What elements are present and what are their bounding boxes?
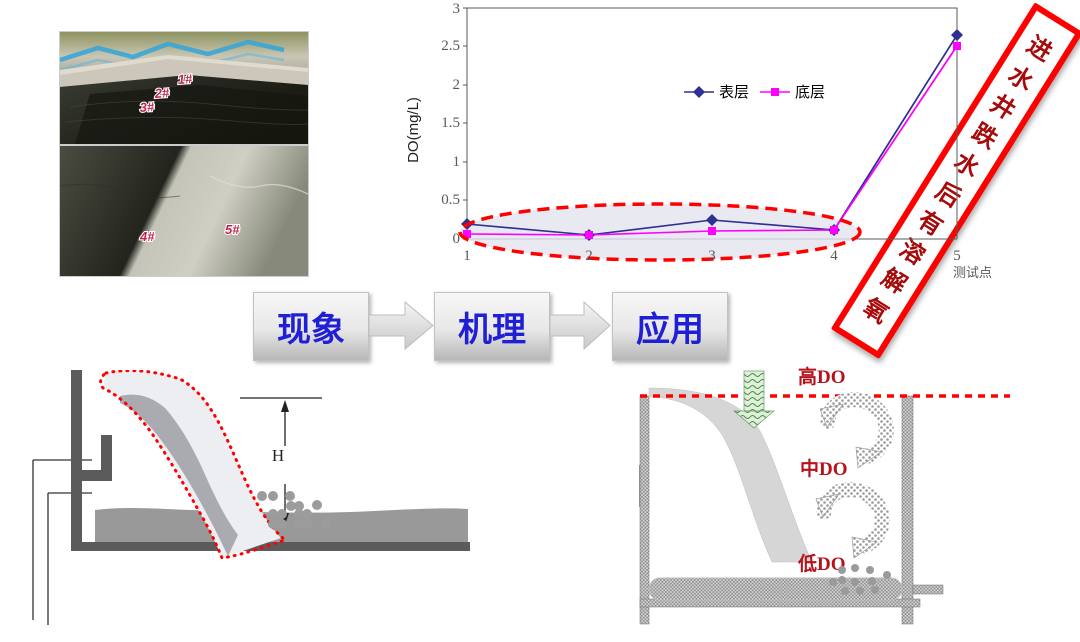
svg-text:底层: 底层 (795, 84, 825, 101)
svg-text:DO(mg/L): DO(mg/L) (405, 97, 422, 163)
svg-text:1: 1 (453, 154, 461, 170)
svg-text:2.5: 2.5 (441, 38, 460, 54)
svg-text:表层: 表层 (719, 84, 749, 101)
svg-text:1: 1 (463, 248, 471, 264)
svg-text:低DO: 低DO (797, 552, 846, 575)
svg-text:5: 5 (953, 248, 961, 264)
svg-text:3: 3 (708, 248, 716, 264)
svg-text:2: 2 (453, 77, 461, 93)
svg-text:高DO: 高DO (798, 365, 846, 388)
svg-text:中DO: 中DO (800, 457, 848, 480)
svg-text:2: 2 (585, 248, 593, 264)
svg-text:0.5: 0.5 (441, 192, 460, 208)
svg-text:3: 3 (453, 1, 461, 17)
svg-text:1.5: 1.5 (441, 115, 460, 131)
svg-text:测试点: 测试点 (953, 265, 992, 280)
svg-text:H: H (272, 446, 284, 465)
svg-text:4: 4 (830, 248, 838, 264)
